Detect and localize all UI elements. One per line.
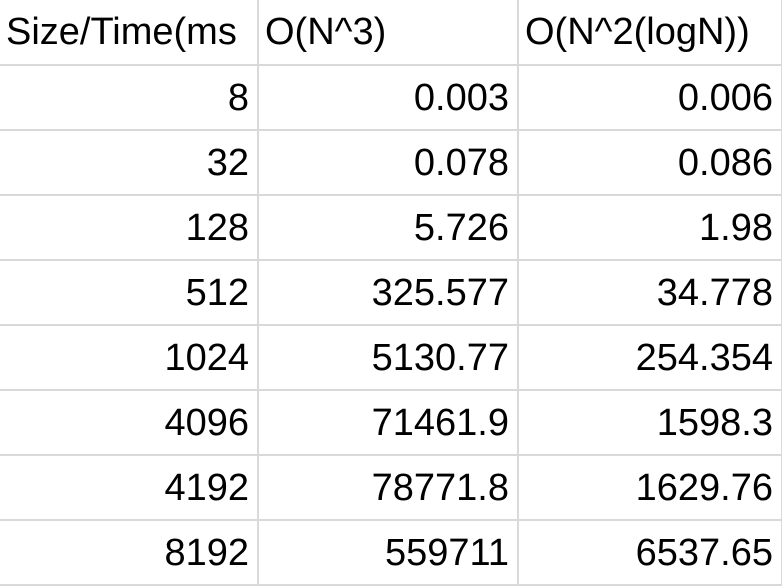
size-cell[interactable]: 8 bbox=[0, 65, 259, 131]
n-squared-log-n-time-cell[interactable]: 1598.3 bbox=[518, 390, 782, 456]
size-cell[interactable]: 512 bbox=[0, 260, 259, 326]
table-row: 1024 5130.77 254.354 bbox=[0, 325, 782, 391]
n-cubed-time-cell[interactable]: 78771.8 bbox=[258, 455, 519, 521]
table-row: 4096 71461.9 1598.3 bbox=[0, 390, 782, 456]
n-cubed-time-cell[interactable]: 325.577 bbox=[258, 260, 519, 326]
n-cubed-time-cell[interactable]: 559711 bbox=[258, 520, 519, 586]
n-squared-log-n-time-cell[interactable]: 6537.65 bbox=[518, 520, 782, 586]
size-cell[interactable]: 4192 bbox=[0, 455, 259, 521]
table-row: 32 0.078 0.086 bbox=[0, 130, 782, 196]
size-cell[interactable]: 8192 bbox=[0, 520, 259, 586]
size-cell[interactable]: 32 bbox=[0, 130, 259, 196]
n-squared-log-n-time-cell[interactable]: 254.354 bbox=[518, 325, 782, 391]
table-row: 512 325.577 34.778 bbox=[0, 260, 782, 326]
n-squared-log-n-time-cell[interactable]: 34.778 bbox=[518, 260, 782, 326]
table-row: 4192 78771.8 1629.76 bbox=[0, 455, 782, 521]
size-cell[interactable]: 1024 bbox=[0, 325, 259, 391]
table-row: 8 0.003 0.006 bbox=[0, 65, 782, 131]
n-cubed-time-cell[interactable]: 0.003 bbox=[258, 65, 519, 131]
header-cell-n-cubed[interactable]: O(N^3) bbox=[258, 0, 519, 66]
n-cubed-time-cell[interactable]: 5.726 bbox=[258, 195, 519, 261]
n-cubed-time-cell[interactable]: 5130.77 bbox=[258, 325, 519, 391]
table-row: 8192 559711 6537.65 bbox=[0, 520, 782, 586]
header-row: Size/Time(ms O(N^3) O(N^2(logN)) bbox=[0, 0, 782, 66]
n-squared-log-n-time-cell[interactable]: 0.086 bbox=[518, 130, 782, 196]
n-squared-log-n-time-cell[interactable]: 1629.76 bbox=[518, 455, 782, 521]
n-squared-log-n-time-cell[interactable]: 1.98 bbox=[518, 195, 782, 261]
n-cubed-time-cell[interactable]: 0.078 bbox=[258, 130, 519, 196]
header-cell-n-squared-log-n[interactable]: O(N^2(logN)) bbox=[518, 0, 782, 66]
header-cell-size-time[interactable]: Size/Time(ms bbox=[0, 0, 259, 66]
size-cell[interactable]: 128 bbox=[0, 195, 259, 261]
n-squared-log-n-time-cell[interactable]: 0.006 bbox=[518, 65, 782, 131]
table-row: 128 5.726 1.98 bbox=[0, 195, 782, 261]
size-cell[interactable]: 4096 bbox=[0, 390, 259, 456]
n-cubed-time-cell[interactable]: 71461.9 bbox=[258, 390, 519, 456]
